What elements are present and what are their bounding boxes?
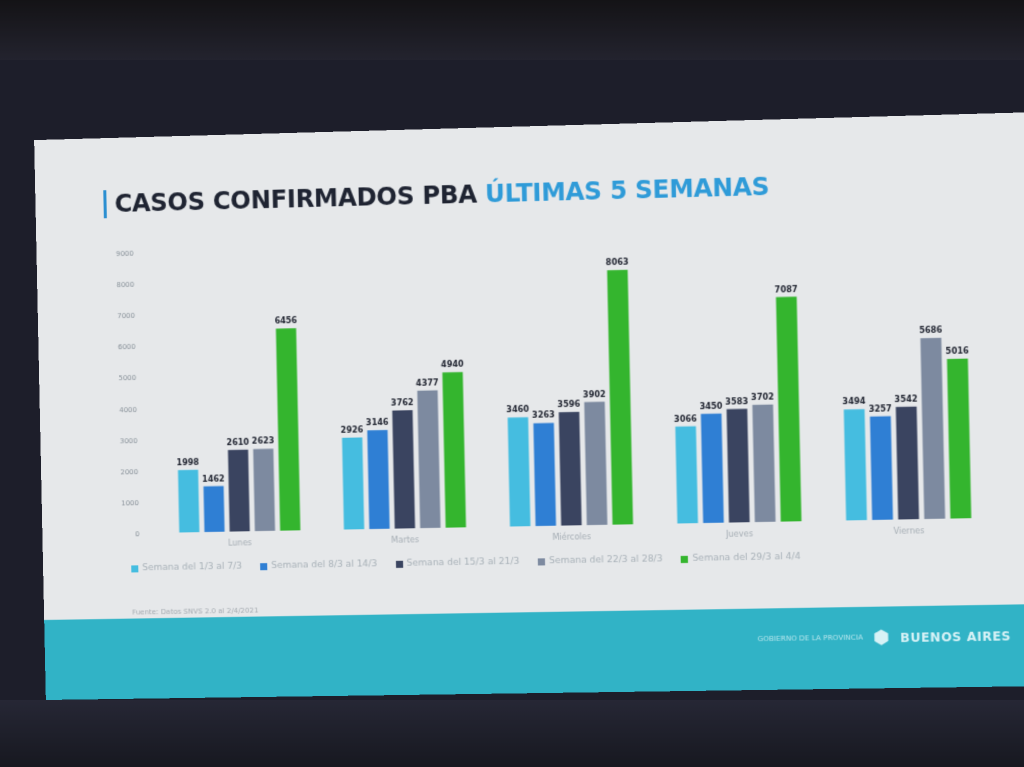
y-tick-label: 2000 [120, 468, 138, 476]
bar [584, 402, 607, 525]
y-tick-label: 4000 [119, 405, 137, 413]
bar [920, 338, 945, 519]
bar [870, 416, 893, 520]
data-label: 2926 [341, 425, 364, 435]
data-label: 6456 [275, 316, 298, 326]
data-label: 3542 [894, 394, 917, 404]
legend-label: Semana del 15/3 al 21/3 [407, 557, 520, 569]
data-label: 5016 [946, 346, 970, 356]
legend-item: Semana del 8/3 al 14/3 [260, 559, 377, 571]
bar [675, 426, 698, 523]
legend-swatch [681, 555, 688, 562]
y-tick-label: 5000 [118, 374, 136, 382]
data-label: 3702 [751, 392, 774, 402]
slide: CASOS CONFIRMADOS PBA ÚLTIMAS 5 SEMANAS … [34, 112, 1024, 700]
y-tick-label: 6000 [118, 343, 136, 351]
bar [776, 297, 802, 522]
data-label: 4940 [441, 360, 464, 370]
bar [896, 407, 919, 520]
legend-item: Semana del 22/3 al 28/3 [538, 554, 663, 566]
data-label: 3596 [557, 400, 580, 410]
legend-item: Semana del 1/3 al 7/3 [131, 562, 242, 574]
data-label: 3902 [583, 389, 606, 399]
bar [392, 410, 415, 528]
data-label: 3460 [506, 405, 529, 415]
y-tick-label: 0 [135, 530, 140, 538]
legend-swatch [260, 563, 267, 570]
data-label: 5686 [919, 326, 943, 336]
legend-item: Semana del 15/3 al 21/3 [395, 557, 519, 569]
monitor-bezel-top [0, 0, 1024, 60]
title-main: CASOS CONFIRMADOS PBA [114, 180, 477, 218]
data-label: 4377 [416, 378, 439, 388]
bar [559, 412, 582, 526]
bar [508, 417, 531, 526]
data-label: 3263 [532, 411, 555, 421]
x-tick-label: Lunes [228, 538, 252, 547]
bar [253, 449, 275, 531]
legend-label: Semana del 1/3 al 7/3 [142, 562, 242, 574]
bar [533, 423, 556, 526]
data-label: 2623 [252, 437, 275, 447]
bar [203, 486, 224, 532]
source-note: Fuente: Datos SNVS 2.0 al 2/4/2021 [132, 606, 258, 616]
monitor-bezel-bottom [0, 700, 1024, 767]
legend-label: Semana del 22/3 al 28/3 [549, 554, 663, 566]
data-label: 1998 [177, 458, 200, 467]
footer-logo: GOBIERNO DE LA PROVINCIA ⬢ BUENOS AIRES [757, 625, 1011, 650]
data-label: 3066 [674, 414, 698, 424]
x-tick-label: Jueves [725, 529, 753, 539]
legend-label: Semana del 29/3 al 4/4 [692, 552, 801, 564]
bar [607, 270, 633, 525]
data-label: 3450 [699, 401, 723, 411]
data-label: 3257 [869, 404, 892, 414]
legend-swatch [131, 565, 138, 572]
footer-band: GOBIERNO DE LA PROVINCIA ⬢ BUENOS AIRES [44, 604, 1024, 700]
y-tick-label: 9000 [116, 250, 134, 258]
bar [752, 404, 775, 522]
logo-subtitle: GOBIERNO DE LA PROVINCIA [758, 633, 864, 644]
bar [727, 409, 750, 523]
data-label: 8063 [606, 258, 629, 268]
bar [276, 328, 300, 530]
bar [367, 430, 389, 529]
chart-title: CASOS CONFIRMADOS PBA ÚLTIMAS 5 SEMANAS [103, 173, 769, 219]
y-tick-label: 7000 [117, 312, 135, 320]
x-tick-label: Martes [391, 535, 419, 545]
bar [178, 470, 199, 533]
legend-item: Semana del 29/3 al 4/4 [681, 552, 801, 564]
bar [342, 437, 364, 529]
data-label: 3762 [391, 398, 414, 408]
data-label: 7087 [775, 284, 798, 294]
title-accent: ÚLTIMAS 5 SEMANAS [485, 173, 770, 209]
data-label: 3146 [366, 418, 389, 428]
data-label: 1462 [202, 474, 225, 483]
province-logo-icon: ⬢ [873, 627, 890, 649]
logo-brand: BUENOS AIRES [900, 629, 1011, 645]
data-label: 3494 [842, 397, 866, 407]
bar [417, 390, 440, 528]
data-label: 2610 [227, 438, 250, 448]
x-tick-label: Miércoles [552, 531, 591, 542]
y-tick-label: 8000 [116, 281, 134, 289]
bar [947, 359, 971, 519]
legend-swatch [538, 558, 545, 565]
legend-swatch [395, 560, 402, 567]
bar-chart: 0 1000 2000 3000 4000 5000 6000 7000 8000 9000 199… [96, 221, 1004, 559]
bar [844, 409, 867, 520]
bar [442, 372, 466, 528]
y-tick-label: 1000 [121, 499, 139, 507]
y-tick-label: 3000 [120, 437, 138, 445]
bar [701, 414, 724, 524]
legend-label: Semana del 8/3 al 14/3 [271, 559, 377, 571]
data-label: 3583 [725, 397, 748, 407]
x-tick-label: Viernes [893, 526, 924, 536]
bar [228, 450, 250, 532]
